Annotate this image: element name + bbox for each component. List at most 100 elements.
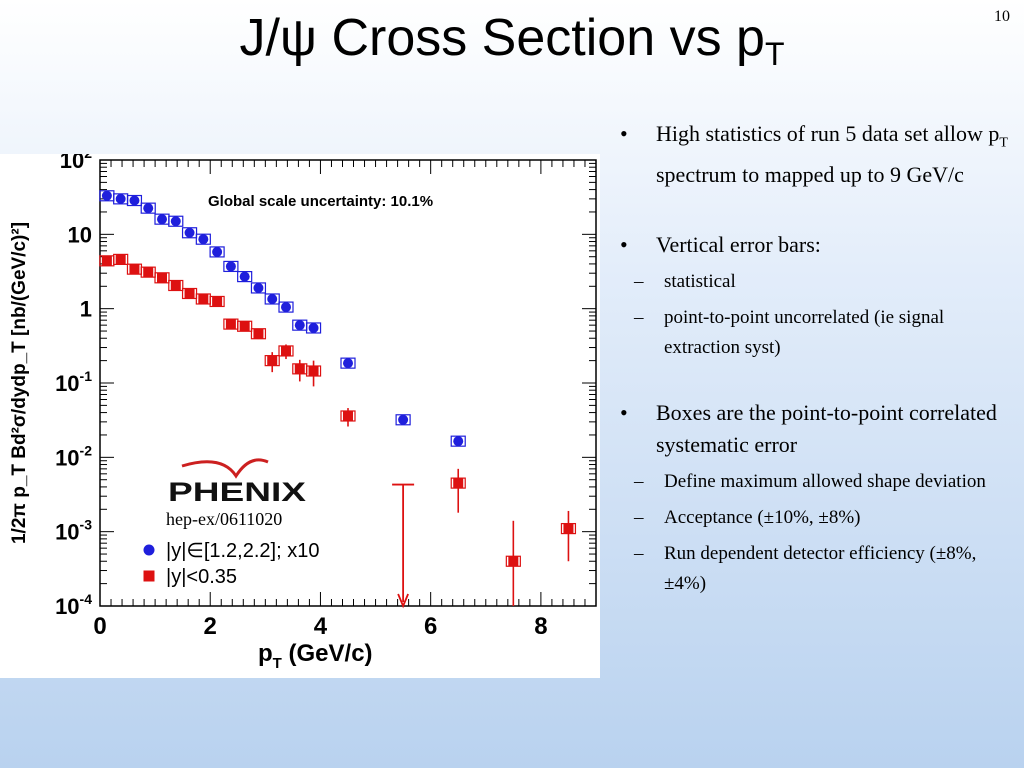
bullet-item-statistics: • High statistics of run 5 data set allo… (620, 118, 1015, 191)
slide-title-main: J/ψ Cross Section vs p (239, 9, 765, 67)
x-tick-label: 4 (314, 613, 328, 640)
bullet-dot: • (620, 121, 628, 146)
sub-item: – statistical (634, 271, 736, 293)
y-tick-label-base: 10 (60, 154, 84, 173)
data-point-mid (267, 355, 278, 366)
data-point-forward (157, 214, 167, 225)
sub-item: – Run dependent detector efficiency (±8%,… (634, 543, 977, 595)
legend: |y|∈[1.2,2.2]; x10 |y|<0.35 (143, 540, 319, 588)
data-point-forward (253, 282, 264, 293)
data-point-mid (453, 478, 464, 489)
legend-label-mid: |y|<0.35 (166, 566, 237, 588)
data-point-forward (239, 271, 250, 282)
data-point-forward (343, 358, 353, 369)
y-tick-labels: 10210110-110-210-310-4 (55, 145, 92, 619)
plot-frame (99, 159, 597, 607)
slide-number: 10 (994, 8, 1010, 25)
sub-list-boxes: – Define maximum allowed shape deviation … (620, 467, 1015, 599)
bullet-text-a: High statistics of run 5 data set allow … (656, 121, 1000, 146)
y-tick-label-base: 10 (68, 222, 92, 247)
x-tick-label: 8 (534, 613, 547, 640)
y-tick-label-exponent: -2 (80, 442, 93, 458)
y-tick-label: 10-4 (55, 591, 92, 619)
sub-item-text: point-to-point uncorrelated (ie signal e… (664, 307, 945, 359)
y-tick-label-base: 1 (80, 297, 92, 322)
y-tick-label: 10-3 (55, 517, 92, 545)
data-point-forward (453, 436, 464, 447)
data-point-forward (198, 234, 209, 245)
axis-ticks (99, 160, 597, 607)
slide-title: J/ψ Cross Section vs pT (0, 9, 1024, 72)
data-point-mid (239, 321, 250, 332)
y-tick-label-base: 10 (55, 520, 79, 545)
bullet-item-boxes: • Boxes are the point-to-point correlate… (620, 397, 1015, 461)
y-tick-label: 10 (68, 222, 92, 247)
sub-item: – point-to-point uncorrelated (ie signal … (634, 307, 945, 359)
y-tick-label-base: 10 (55, 594, 79, 619)
logo-text: PHENIX (168, 477, 306, 507)
data-point-mid (225, 319, 236, 330)
y-tick-label: 1 (80, 297, 92, 322)
data-point-forward (184, 227, 195, 238)
x-axis-label-sub: T (273, 655, 282, 672)
x-axis-label: pT (GeV/c) (258, 640, 373, 672)
reference-label: hep-ex/0611020 (166, 509, 282, 529)
global-scale-annotation: Global scale uncertainty: 10.1% (208, 193, 433, 210)
data-point-mid (198, 293, 209, 304)
data-point-forward (101, 190, 112, 201)
y-tick-label-base: 10 (55, 371, 79, 396)
data-point-mid (129, 264, 140, 275)
data-point-forward (170, 216, 181, 227)
data-point-mid (184, 288, 195, 299)
x-tick-label: 6 (424, 613, 437, 640)
data-point-forward (267, 293, 278, 304)
data-point-forward (225, 261, 236, 272)
data-point-mid (253, 328, 264, 339)
data-point-mid (308, 366, 319, 377)
data-point-forward (398, 414, 409, 425)
data-point-mid (170, 280, 181, 291)
y-tick-label-exponent: -3 (80, 517, 93, 533)
data-points (99, 190, 577, 606)
data-point-forward (115, 193, 126, 204)
bullet-text-b: spectrum to mapped up to 9 GeV/c (656, 162, 964, 188)
x-axis-label-main: p (258, 640, 273, 667)
sub-item-text: Define maximum allowed shape deviation (664, 471, 986, 493)
y-tick-label-exponent: -1 (80, 368, 93, 384)
logo-swoosh (181, 458, 269, 479)
data-point-mid (115, 254, 126, 265)
x-axis-label-unit: (GeV/c) (282, 640, 373, 667)
sub-list-vertical-error: – statistical – point-to-point uncorrelate… (620, 267, 1015, 363)
data-point-forward (143, 203, 154, 214)
sub-item-text: Acceptance (±10%, ±8%) (664, 507, 861, 529)
data-point-mid (343, 410, 353, 421)
bullet-text: Boxes are the point-to-point correlated … (656, 400, 997, 458)
x-tick-label: 0 (93, 613, 106, 640)
sub-item: – Acceptance (±10%, ±8%) (634, 507, 861, 529)
sub-item-text: statistical (664, 271, 736, 293)
data-point-forward (212, 246, 223, 257)
y-tick-label-exponent: 2 (84, 154, 92, 161)
data-point-forward (281, 302, 291, 313)
data-point-forward (129, 195, 140, 206)
legend-marker-mid (143, 570, 155, 582)
y-tick-label: 10-1 (55, 368, 92, 396)
y-tick-label: 102 (60, 154, 92, 173)
data-point-mid (508, 556, 519, 567)
data-point-forward (308, 322, 319, 333)
y-axis-label: 1/2π p_T Bd²σ/dydp_T [nb/(GeV/c)²] (9, 222, 30, 544)
legend-marker-forward (143, 544, 155, 556)
y-tick-label-exponent: -4 (80, 591, 93, 607)
data-point-mid (563, 523, 574, 534)
x-tick-label: 2 (204, 613, 217, 640)
upper-limit-arrow (392, 483, 415, 609)
sub-item-text: Run dependent detector efficiency (±8%, … (664, 543, 977, 595)
upper-limit-arrowhead (397, 593, 409, 609)
bullet-text: Vertical error bars: (656, 232, 821, 258)
bullet-subscript: T (999, 135, 1008, 151)
data-point-mid (157, 272, 167, 283)
y-tick-label: 10-2 (55, 442, 92, 470)
data-point-mid (101, 255, 112, 266)
